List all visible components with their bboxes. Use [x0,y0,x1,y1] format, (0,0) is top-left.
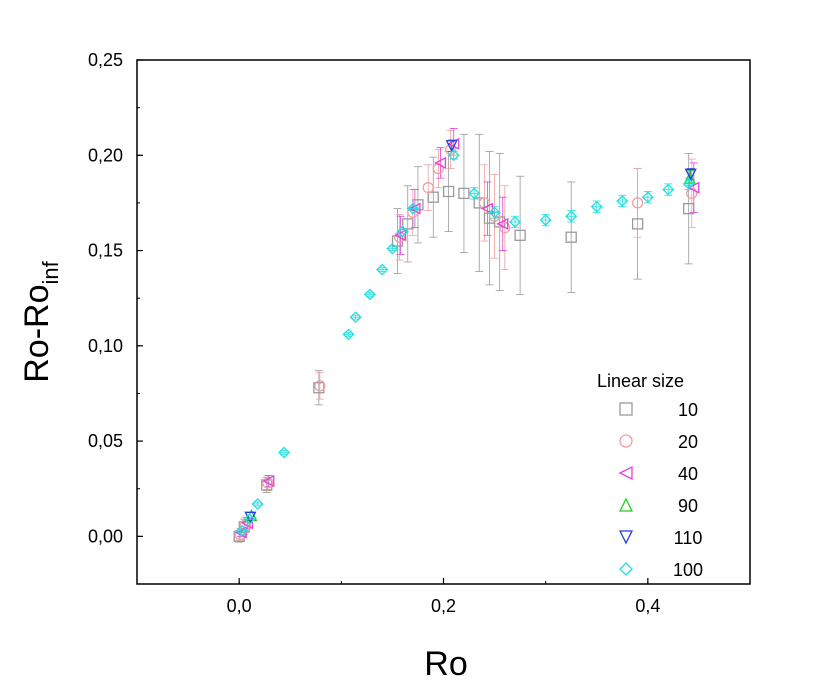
legend-marker [618,497,634,512]
y-tick-label: 0,15 [88,241,123,261]
legend-label: 10 [678,400,698,420]
x-tick-label: 0,4 [635,596,660,616]
x-axis-title: Ro [424,645,467,682]
data-point [480,202,494,215]
data-point [386,242,399,255]
legend-marker [619,562,633,576]
data-point [376,263,389,276]
y-axis: 0,00 0,05 0,10 0,15 0,20 0,25 [88,50,143,585]
legend-label: 110 [674,528,703,548]
data-point [262,477,274,489]
legend-label: 20 [678,432,698,452]
data-point [364,288,376,301]
x-axis: 0,0 0,2 0,4 [136,578,751,616]
data-point [262,475,275,488]
legend-marker [618,465,633,481]
y-axis-title-subscript: inf [38,260,63,284]
data-point [396,225,409,238]
data-point [442,185,455,198]
data-point [447,149,460,162]
data-point [432,162,445,175]
data-point [243,513,256,526]
legend-label: 90 [678,496,698,516]
data-point [686,187,698,200]
series-110 [244,140,697,524]
y-tick-label: 0,05 [88,431,123,451]
y-tick-label: 0,00 [88,526,123,546]
data-point [445,140,458,153]
data-point [687,181,700,194]
data-point [684,168,697,181]
data-point [662,183,675,196]
legend: Linear size 10 20 40 90 110 100 [597,371,703,580]
data-point [488,210,501,222]
x-tick-label: 0,0 [227,596,252,616]
data-point [565,210,578,223]
data-point [514,229,526,241]
y-axis-title-main: Ro-Ro [18,285,56,383]
data-point [631,197,644,209]
data-point [683,202,695,215]
x-tick-label: 0,2 [431,596,456,616]
y-axis-title: Ro-Roinf [18,260,63,382]
y-tick-label: 0,10 [88,336,123,356]
series-90 [245,171,696,522]
legend-marker [618,530,634,545]
data-point [402,218,414,230]
y-tick-label: 0,20 [88,145,123,165]
legend-label: 40 [678,464,698,484]
data-point [234,528,246,541]
data-point [499,222,511,234]
svg-text:Ro-Roinf: Ro-Roinf [18,260,63,382]
legend-marker [619,434,633,448]
data-point [473,197,485,209]
data-point [433,156,447,169]
data-point [349,311,362,324]
data-point [342,328,355,341]
data-point [393,231,406,243]
data-point [683,171,696,184]
data-point [406,202,419,215]
data-point [590,200,603,213]
legend-title: Linear size [597,371,684,391]
data-point [565,231,577,243]
legend-label: 100 [673,560,703,580]
series-20 [234,143,698,541]
data-point [682,177,695,190]
data-point [394,229,407,242]
data-markers [233,137,700,543]
data-point [509,216,521,228]
plot-frame [136,59,751,585]
data-point [616,195,629,207]
error-bars [235,128,698,543]
data-point [496,217,509,230]
data-point [539,214,552,226]
data-point [422,182,434,194]
data-point [641,191,654,204]
y-tick-label: 0,25 [88,50,123,70]
data-point [251,498,264,510]
data-point [631,218,644,230]
data-point [314,380,326,392]
series-100 [236,149,695,537]
data-point [427,191,439,203]
data-point [412,199,424,211]
data-point [488,206,501,219]
data-point [468,187,481,200]
data-point [236,524,249,537]
data-point [278,446,291,459]
legend-marker [619,402,633,416]
